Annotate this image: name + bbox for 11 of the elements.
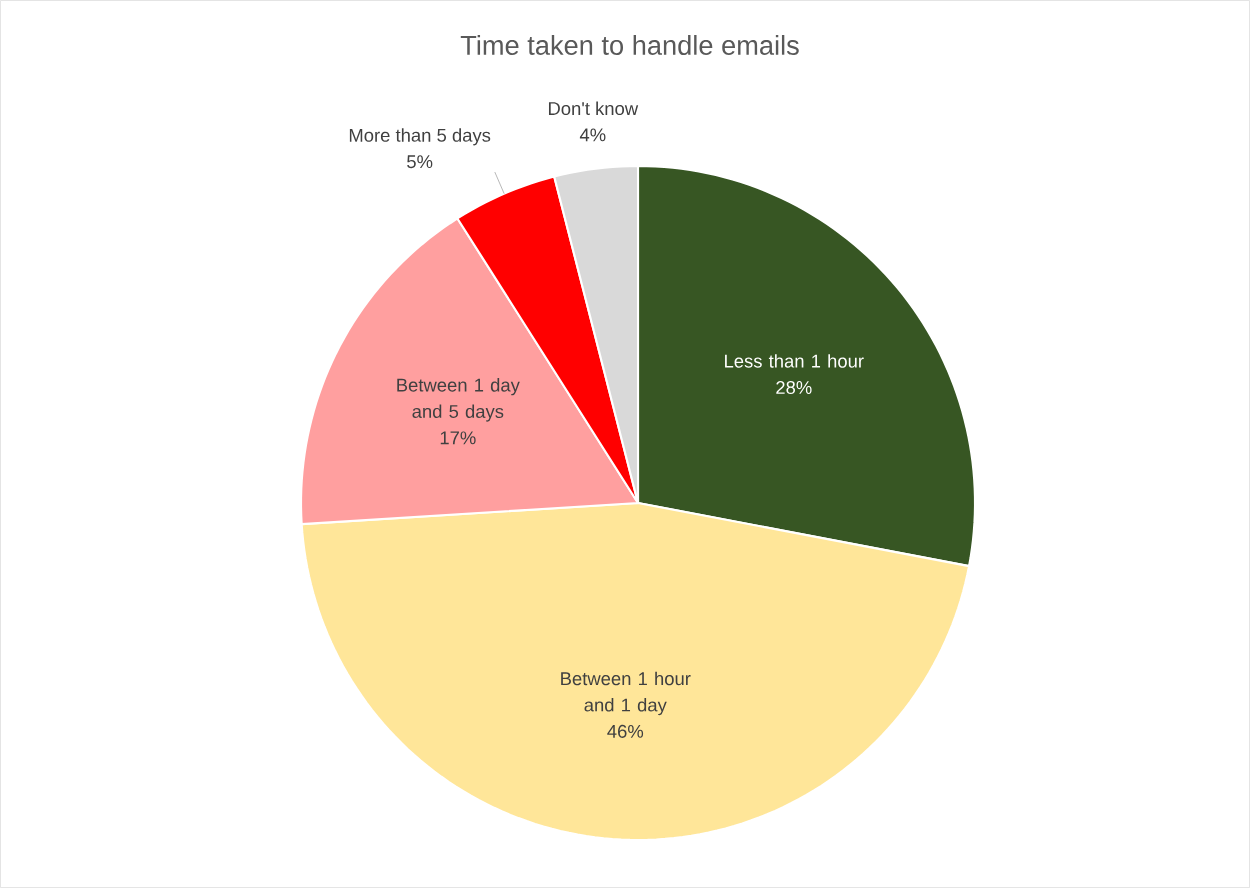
data-label: 5% [407, 155, 433, 169]
data-label: 4% [579, 128, 606, 142]
slice-label: Between 1 day and 5 days [397, 378, 520, 422]
slice-label: Between 1 hour and 1 day [561, 671, 691, 716]
data-label: 46% [607, 724, 644, 738]
slice-label: Don't know [548, 101, 639, 116]
data-label: 28% [776, 380, 812, 395]
slice-label: Less than 1 hour [725, 354, 864, 368]
data-label: 17% [440, 431, 476, 445]
slice-label: More than 5 days [349, 128, 491, 146]
chart-title: Time taken to handle emails [460, 34, 799, 55]
